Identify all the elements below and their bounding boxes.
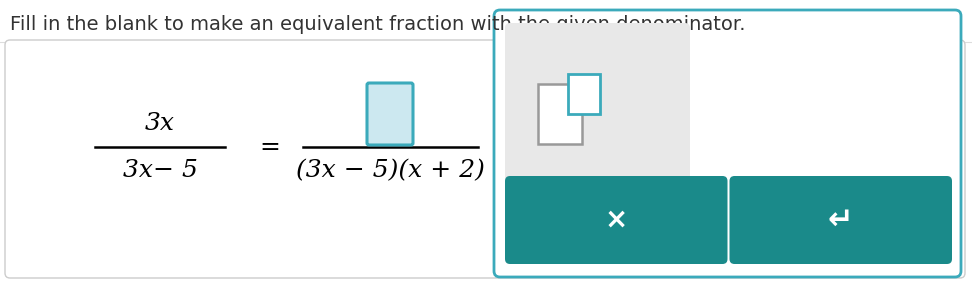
FancyBboxPatch shape <box>5 40 965 278</box>
Text: 3x− 5: 3x− 5 <box>122 159 197 182</box>
Text: ×: × <box>605 206 628 234</box>
FancyBboxPatch shape <box>730 176 952 264</box>
FancyBboxPatch shape <box>367 83 413 145</box>
FancyBboxPatch shape <box>505 176 727 264</box>
FancyBboxPatch shape <box>494 10 961 277</box>
Text: =: = <box>260 135 281 159</box>
Bar <box>538 84 582 144</box>
FancyBboxPatch shape <box>505 23 690 181</box>
Text: ↵: ↵ <box>828 205 853 235</box>
Text: Fill in the blank to make an equivalent fraction with the given denominator.: Fill in the blank to make an equivalent … <box>10 15 746 34</box>
Text: (3x − 5)(x + 2): (3x − 5)(x + 2) <box>295 159 484 182</box>
Text: 3x: 3x <box>145 112 175 135</box>
Bar <box>568 74 600 114</box>
